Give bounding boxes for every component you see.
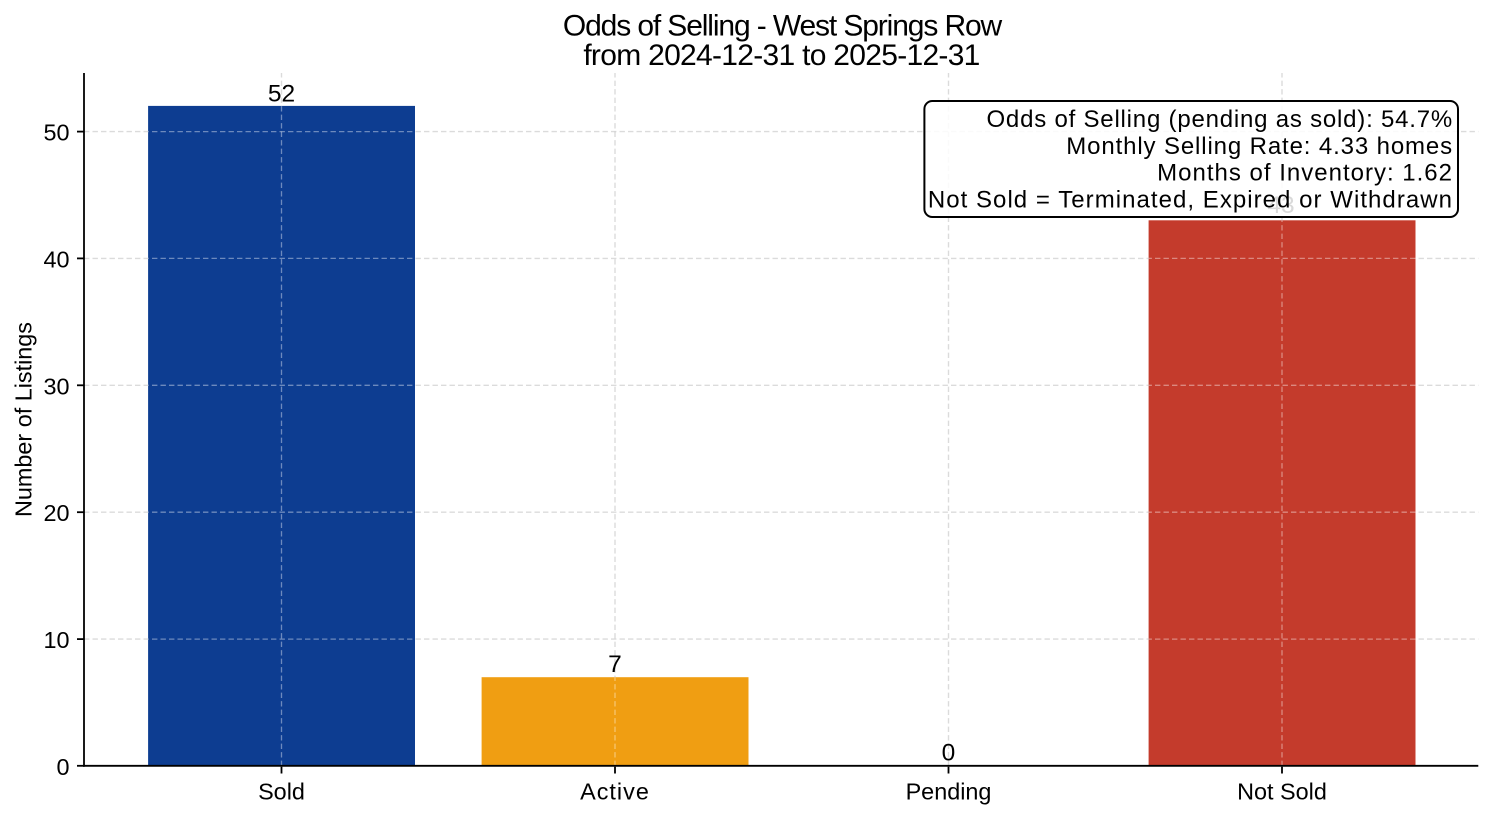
- svg-text:0: 0: [56, 754, 69, 780]
- svg-text:30: 30: [43, 373, 69, 399]
- svg-text:52: 52: [268, 80, 295, 107]
- svg-text:50: 50: [43, 120, 69, 146]
- svg-text:40: 40: [43, 246, 69, 272]
- svg-text:7: 7: [608, 651, 622, 678]
- svg-text:10: 10: [43, 627, 69, 653]
- svg-text:Monthly Selling Rate: 4.33 hom: Monthly Selling Rate: 4.33 homes: [1066, 133, 1453, 160]
- svg-text:Number of Listings: Number of Listings: [11, 322, 37, 517]
- svg-text:20: 20: [43, 500, 69, 526]
- svg-text:from 2024-12-31 to 2025-12-31: from 2024-12-31 to 2025-12-31: [583, 39, 979, 72]
- svg-text:Sold: Sold: [258, 778, 305, 804]
- svg-text:0: 0: [942, 739, 956, 766]
- svg-text:Pending: Pending: [906, 778, 992, 804]
- svg-text:Not Sold = Terminated, Expired: Not Sold = Terminated, Expired or Withdr…: [928, 187, 1453, 214]
- svg-text:Months of Inventory: 1.62: Months of Inventory: 1.62: [1157, 160, 1453, 187]
- svg-text:Not Sold: Not Sold: [1237, 778, 1327, 804]
- svg-text:Odds of Selling (pending as so: Odds of Selling (pending as sold): 54.7%: [986, 106, 1453, 133]
- svg-text:Active: Active: [580, 778, 650, 804]
- svg-text:Odds of Selling - West Springs: Odds of Selling - West Springs Row: [563, 10, 1003, 43]
